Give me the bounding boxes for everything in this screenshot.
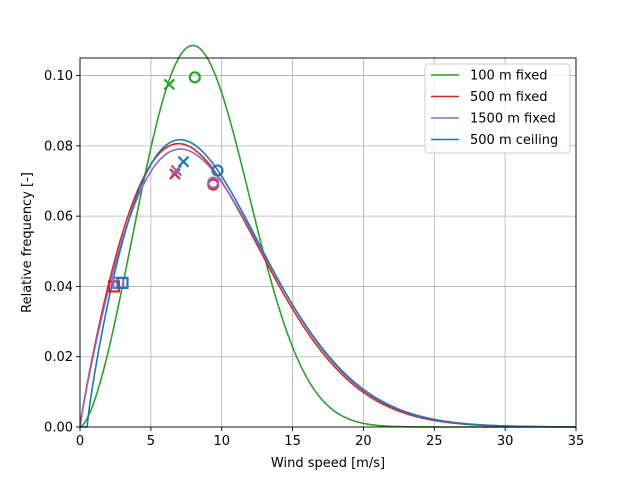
- x-axis-label: Wind speed [m/s]: [271, 456, 385, 471]
- x-tick-label: 15: [284, 434, 301, 449]
- legend-label-500-m-ceiling: 500 m ceiling: [470, 133, 558, 148]
- legend-label-1500-m-fixed: 1500 m fixed: [470, 112, 556, 127]
- x-tick-label: 20: [355, 434, 372, 449]
- x-tick-label: 30: [497, 434, 514, 449]
- x-marker-500-m-ceiling: [177, 155, 190, 168]
- x-marker-500-m-fixed: [169, 168, 181, 180]
- square-marker-500-m-ceiling: [116, 276, 129, 290]
- legend: 100 m fixed 500 m fixed 1500 m fixed 500 m …: [424, 63, 571, 154]
- y-axis-label: Relative frequency [-]: [20, 172, 35, 313]
- ticks: 0 5 10 15 20 25 30 35 0.00 0.02 0.04 0.06 0.08 0.10: [44, 69, 584, 449]
- x-marker-1500-m-fixed: [170, 164, 183, 177]
- y-tick-label: 0.10: [44, 69, 73, 84]
- y-tick-label: 0.02: [44, 350, 73, 365]
- x-marker-100-m-fixed: [163, 78, 176, 91]
- markers: [107, 71, 224, 293]
- x-tick-label: 10: [213, 434, 230, 449]
- x-tick-label: 25: [426, 434, 443, 449]
- x-tick-label: 35: [568, 434, 585, 449]
- y-tick-label: 0.00: [44, 421, 73, 436]
- y-tick-label: 0.04: [44, 280, 73, 295]
- legend-label-100-m-fixed: 100 m fixed: [470, 69, 547, 84]
- x-tick-label: 0: [76, 434, 84, 449]
- circle-marker-100-m-fixed: [188, 71, 201, 84]
- x-tick-label: 5: [147, 434, 155, 449]
- y-tick-label: 0.06: [44, 210, 73, 225]
- plot-area-frame: [79, 57, 577, 428]
- legend-label-500-m-fixed: 500 m fixed: [470, 90, 547, 105]
- series-line-500-m-ceiling: [80, 138, 577, 428]
- circle-marker-1500-m-fixed: [207, 176, 220, 189]
- circle-marker-500-m-ceiling: [211, 164, 224, 177]
- legend-box: [424, 63, 571, 154]
- y-tick-label: 0.08: [44, 139, 73, 154]
